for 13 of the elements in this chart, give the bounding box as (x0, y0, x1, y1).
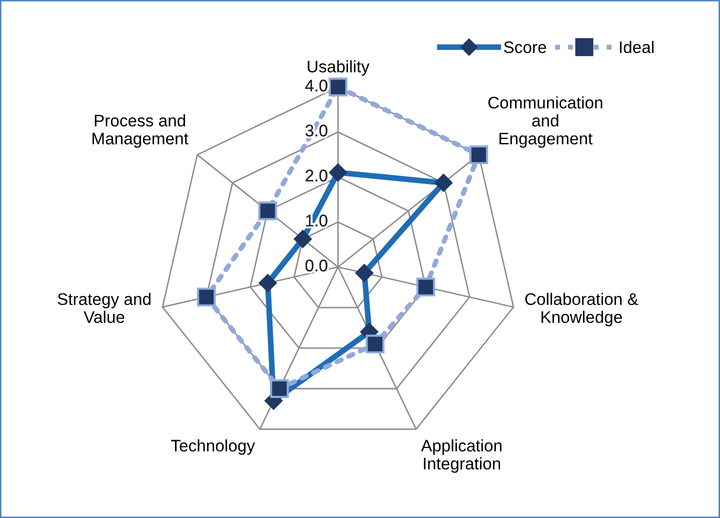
spoke-label: Collaboration & Knowledge (525, 292, 638, 326)
y-tick-label: 2.0 (306, 170, 328, 182)
spoke-label: Process and Management (92, 114, 188, 148)
y-tick-label: 4.0 (305, 80, 328, 92)
spoke-label: Usability (308, 60, 370, 76)
legend-label: Ideal (620, 40, 654, 54)
spoke-label: Technology (171, 439, 255, 455)
y-tick-label: 3.0 (305, 124, 328, 136)
y-tick-label: 0.0 (305, 260, 328, 272)
spoke-label: Communication and Engagement (488, 96, 602, 148)
spoke-label: Strategy and Value (58, 292, 150, 324)
spoke-label: Application Integration (421, 439, 502, 473)
legend-label: Score (504, 41, 546, 54)
